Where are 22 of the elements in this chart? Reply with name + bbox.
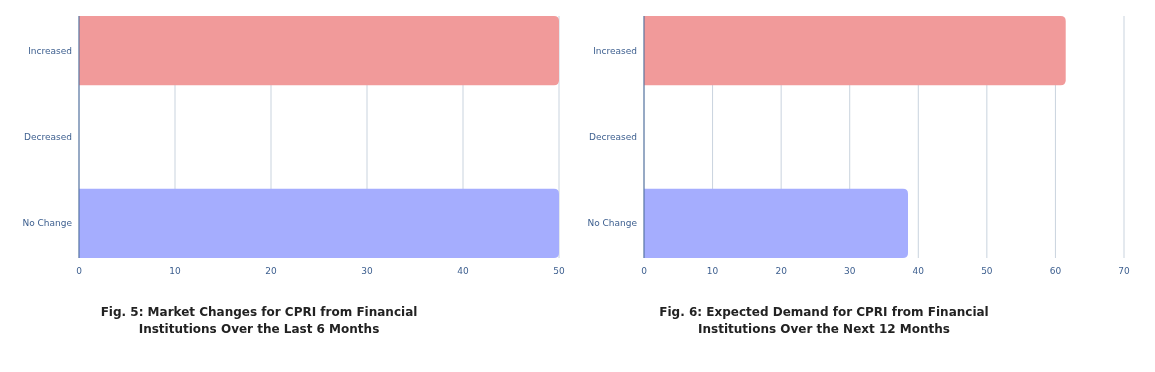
y-tick-label: No Change	[587, 218, 638, 229]
x-tick-label: 20	[265, 266, 277, 276]
y-tick-label: Increased	[28, 45, 72, 56]
y-tick-label: Increased	[593, 45, 637, 56]
x-tick-label: 0	[76, 266, 83, 276]
x-tick-label: 70	[1118, 266, 1130, 276]
x-tick-label: 40	[912, 266, 925, 276]
text: Fig. 5: Market Changes for CPRI from Financial Institutions Over the Last 6 Months	[100, 305, 418, 336]
x-tick-label: 60	[1049, 266, 1062, 276]
y-tick-label: Decreased	[589, 132, 637, 142]
text: Fig. 6: Expected Demand for CPRI from Financial Institutions Over the Next 12 Months	[659, 305, 989, 336]
x-tick-label: 10	[169, 266, 181, 276]
x-tick-label: 10	[706, 266, 719, 276]
x-tick-label: 40	[457, 266, 469, 276]
x-tick-label: 0	[641, 266, 648, 276]
x-tick-label: 50	[981, 266, 993, 276]
x-tick-label: 30	[361, 266, 373, 276]
y-tick-label: No Change	[22, 218, 73, 229]
y-tick-label: Decreased	[24, 132, 72, 142]
x-tick-label: 20	[775, 266, 788, 276]
x-tick-label: 30	[843, 266, 856, 276]
x-tick-label: 50	[553, 266, 565, 276]
